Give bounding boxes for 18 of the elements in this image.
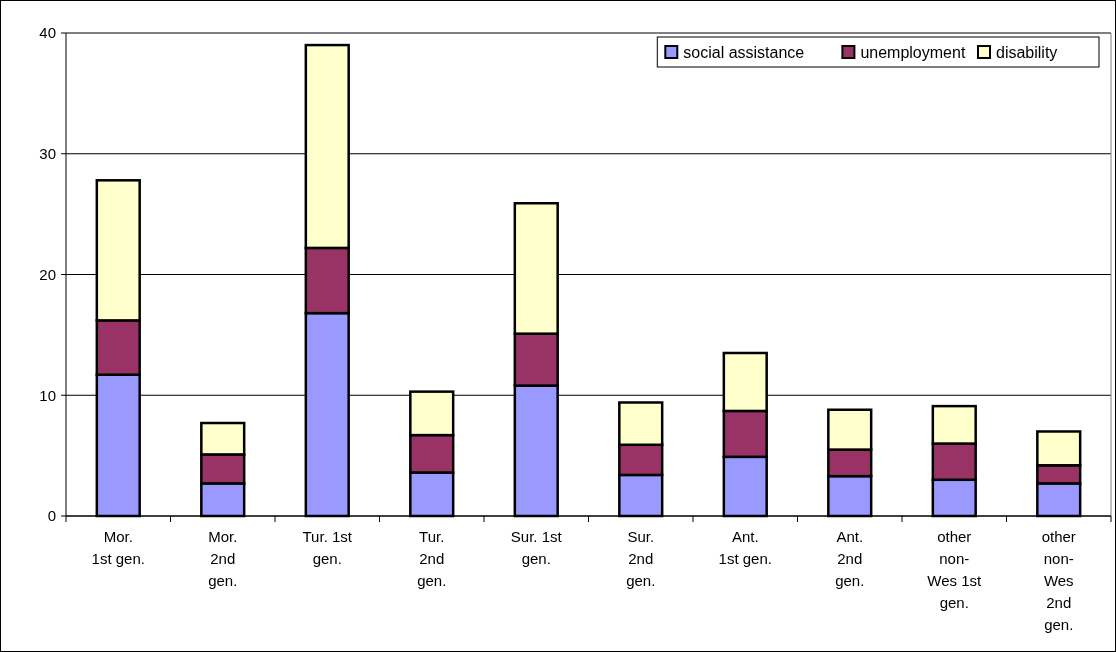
y-tick-label: 0 xyxy=(47,507,56,525)
x-tick-label: Mor. 2nd gen. xyxy=(208,528,238,589)
x-tick-label: other non- Wes 1st gen. xyxy=(927,528,983,611)
x-tick-label: Sur. 1st gen. xyxy=(510,528,563,567)
x-tick-label: Ant. 1st gen. xyxy=(718,528,772,567)
y-tick-label: 30 xyxy=(39,145,56,162)
legend-label: social assistance xyxy=(683,43,805,61)
y-tick-label: 40 xyxy=(39,24,56,42)
x-tick-label: Mor. 1st gen. xyxy=(91,528,145,567)
legend-label: unemployment xyxy=(860,43,966,61)
y-tick-label: 20 xyxy=(39,265,56,283)
x-tick-label: Tur. 1st gen. xyxy=(302,528,353,567)
legend-label: disability xyxy=(996,43,1058,61)
x-tick-label: other non- Wes 2nd gen. xyxy=(1041,528,1076,633)
x-tick-label: Ant. 2nd gen. xyxy=(835,528,865,589)
x-tick-label: Tur. 2nd gen. xyxy=(417,528,447,589)
y-tick-label: 10 xyxy=(39,386,56,404)
x-tick-label: Sur. 2nd gen. xyxy=(626,528,656,589)
